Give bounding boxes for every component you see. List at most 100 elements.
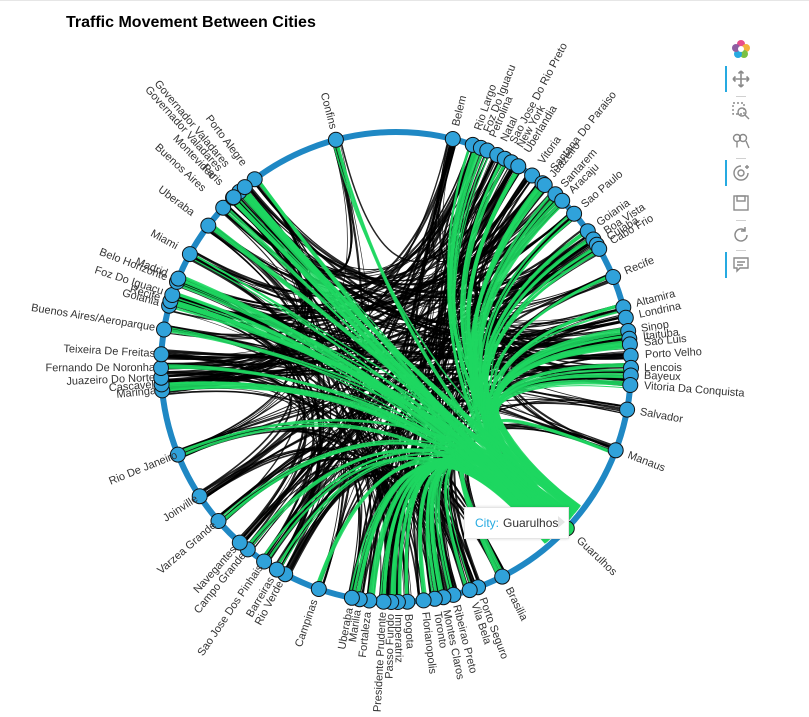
- edge: [441, 315, 622, 591]
- wheel-zoom-icon[interactable]: [728, 128, 754, 154]
- city-node[interactable]: [461, 582, 478, 599]
- city-node[interactable]: [210, 513, 227, 529]
- edge: [275, 471, 455, 592]
- city-label: Confins: [318, 91, 339, 131]
- tooltip-key: City:: [475, 516, 499, 530]
- city-node[interactable]: [200, 217, 217, 234]
- highlight-edge: [227, 207, 548, 543]
- city-label: Presidente Prudente: [372, 612, 389, 713]
- city-node[interactable]: [554, 192, 571, 209]
- city-node[interactable]: [607, 442, 624, 459]
- city-node[interactable]: [327, 131, 344, 148]
- city-label: Brasilia: [503, 585, 530, 623]
- city-label: Manaus: [626, 449, 667, 474]
- city-node[interactable]: [591, 240, 608, 257]
- city-label: Salvador: [639, 406, 684, 426]
- city-node[interactable]: [494, 568, 511, 585]
- city-node[interactable]: [619, 401, 636, 418]
- city-label: Imperatriz: [392, 614, 404, 663]
- save-icon[interactable]: [728, 190, 754, 216]
- pan-icon[interactable]: [728, 66, 754, 92]
- toolbar-separator: [736, 158, 746, 159]
- box-zoom-icon[interactable]: [728, 98, 754, 124]
- tap-active-indicator: [725, 160, 727, 186]
- city-label: Teixeira De Freitas: [63, 343, 156, 360]
- city-node[interactable]: [510, 158, 527, 175]
- city-node[interactable]: [169, 446, 186, 463]
- city-node[interactable]: [310, 581, 327, 597]
- reset-icon[interactable]: [728, 222, 754, 248]
- edge: [179, 424, 321, 567]
- city-label: Marilia: [347, 608, 364, 643]
- highlight-edge: [243, 191, 558, 535]
- top-border: [0, 0, 809, 1]
- highlight-edge: [257, 180, 555, 537]
- toolbar-separator: [736, 96, 746, 97]
- city-label: Miami: [148, 228, 180, 253]
- node-layer: [153, 131, 639, 610]
- city-label: Rio De Janeiro: [107, 449, 179, 487]
- city-label: Uberaba: [156, 184, 198, 220]
- highlight-edge: [182, 424, 549, 543]
- city-node[interactable]: [225, 189, 242, 206]
- city-label: Passo Fundo: [384, 614, 397, 679]
- pan-active-indicator: [725, 66, 727, 92]
- city-node[interactable]: [622, 377, 639, 393]
- city-node[interactable]: [191, 488, 208, 505]
- city-label: Sao Luis: [643, 333, 687, 349]
- city-node[interactable]: [236, 179, 253, 196]
- highlight-edge: [233, 201, 550, 542]
- hover-icon[interactable]: [728, 252, 754, 278]
- city-node[interactable]: [444, 131, 461, 147]
- city-label: Maringa: [116, 385, 158, 401]
- edge: [175, 295, 322, 568]
- city-node[interactable]: [170, 270, 187, 287]
- edge: [257, 181, 589, 292]
- city-label: Sinop: [640, 319, 670, 335]
- toolbar-separator: [736, 220, 746, 221]
- city-node[interactable]: [215, 199, 232, 216]
- city-node[interactable]: [617, 309, 634, 326]
- city-label: Fortaleza: [357, 610, 374, 658]
- city-node[interactable]: [605, 269, 622, 285]
- city-label: Campinas: [293, 598, 321, 649]
- edge: [204, 448, 362, 595]
- city-node[interactable]: [153, 360, 169, 376]
- hover-tooltip: City: Guarulhos: [464, 507, 570, 539]
- city-label: Bogota: [402, 614, 416, 650]
- city-node[interactable]: [156, 321, 172, 338]
- plot-toolbar: [724, 34, 758, 294]
- city-node[interactable]: [181, 246, 198, 263]
- city-node[interactable]: [268, 561, 285, 578]
- city-label: Belem: [450, 94, 469, 127]
- city-label: Juazeiro Do Norte: [66, 372, 155, 388]
- city-node[interactable]: [256, 553, 273, 570]
- city-label: Guarulhos: [574, 535, 619, 579]
- chart-title: Traffic Movement Between Cities: [66, 14, 316, 31]
- tap-icon[interactable]: [728, 160, 754, 186]
- city-label: Toronto: [431, 611, 449, 649]
- highlight-edge: [245, 189, 577, 514]
- bokeh-logo-icon[interactable]: [728, 36, 754, 62]
- city-label: Fernando De Noronha: [46, 362, 156, 374]
- city-node[interactable]: [153, 346, 170, 363]
- tooltip-value: Guarulhos: [503, 516, 559, 530]
- city-node[interactable]: [375, 593, 392, 610]
- toolbar-separator: [736, 250, 746, 251]
- city-label: Lencois: [644, 362, 682, 374]
- city-label: Itaituba: [642, 327, 680, 343]
- city-label: Joinville: [161, 493, 200, 525]
- city-node[interactable]: [566, 205, 583, 222]
- city-label: Porto Velho: [645, 346, 702, 361]
- city-node[interactable]: [231, 534, 248, 551]
- city-label: Bayeux: [644, 370, 682, 383]
- tooltip-arrow: [558, 516, 565, 528]
- city-node[interactable]: [536, 177, 553, 193]
- city-node[interactable]: [343, 589, 360, 606]
- city-label: Recife: [623, 254, 656, 277]
- city-node[interactable]: [415, 592, 432, 609]
- edge: [193, 147, 471, 294]
- edge: [191, 160, 501, 297]
- city-label: Vitoria Da Conquista: [644, 380, 746, 400]
